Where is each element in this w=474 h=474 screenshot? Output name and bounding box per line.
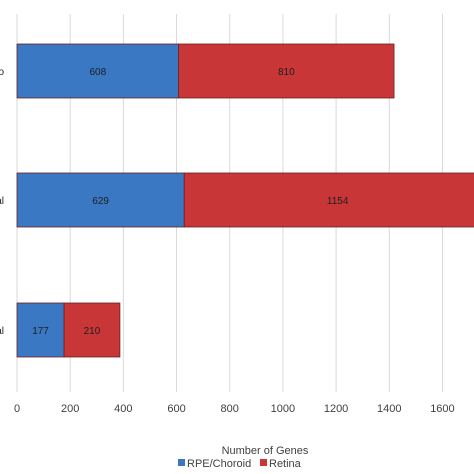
x-tick-label: 200 xyxy=(61,403,79,415)
x-tick-label: 800 xyxy=(221,403,239,415)
legend: RPE/Choroid Retina xyxy=(178,458,302,470)
data-label: 210 xyxy=(84,326,101,337)
x-tick-label: 1000 xyxy=(271,403,295,415)
x-tick-label: 400 xyxy=(114,403,132,415)
bar-segment-retina xyxy=(178,43,395,99)
data-labels: 608 810 629 1154 177 210 xyxy=(32,67,349,337)
bar-segment-rpe-choroid xyxy=(16,172,185,228)
legend-swatch xyxy=(260,459,267,466)
legend-label: RPE/Choroid xyxy=(187,458,251,470)
data-label: 1154 xyxy=(327,196,349,207)
x-tick-label: 1600 xyxy=(430,403,454,415)
legend-label: Retina xyxy=(269,458,302,470)
legend-swatch xyxy=(178,459,185,466)
category-label: al xyxy=(0,326,4,337)
data-label: 177 xyxy=(32,326,49,337)
bar-segment-retina xyxy=(63,302,121,358)
bars xyxy=(16,43,474,358)
x-axis-ticks: 0 200 400 600 800 1000 1200 1400 1600 xyxy=(14,403,455,415)
bar-segment-rpe-choroid xyxy=(16,302,65,358)
category-label: o xyxy=(0,67,4,78)
x-tick-label: 1200 xyxy=(324,403,348,415)
category-label: al xyxy=(0,196,4,207)
data-label: 608 xyxy=(89,67,106,78)
x-axis-title: Number of Genes xyxy=(222,445,309,457)
data-label: 629 xyxy=(92,196,109,207)
category-labels: o al al xyxy=(0,67,4,337)
x-tick-label: 1400 xyxy=(377,403,401,415)
x-tick-label: 0 xyxy=(14,403,20,415)
x-tick-label: 600 xyxy=(167,403,185,415)
bar-segment-retina xyxy=(183,172,474,228)
data-label: 810 xyxy=(278,67,295,78)
